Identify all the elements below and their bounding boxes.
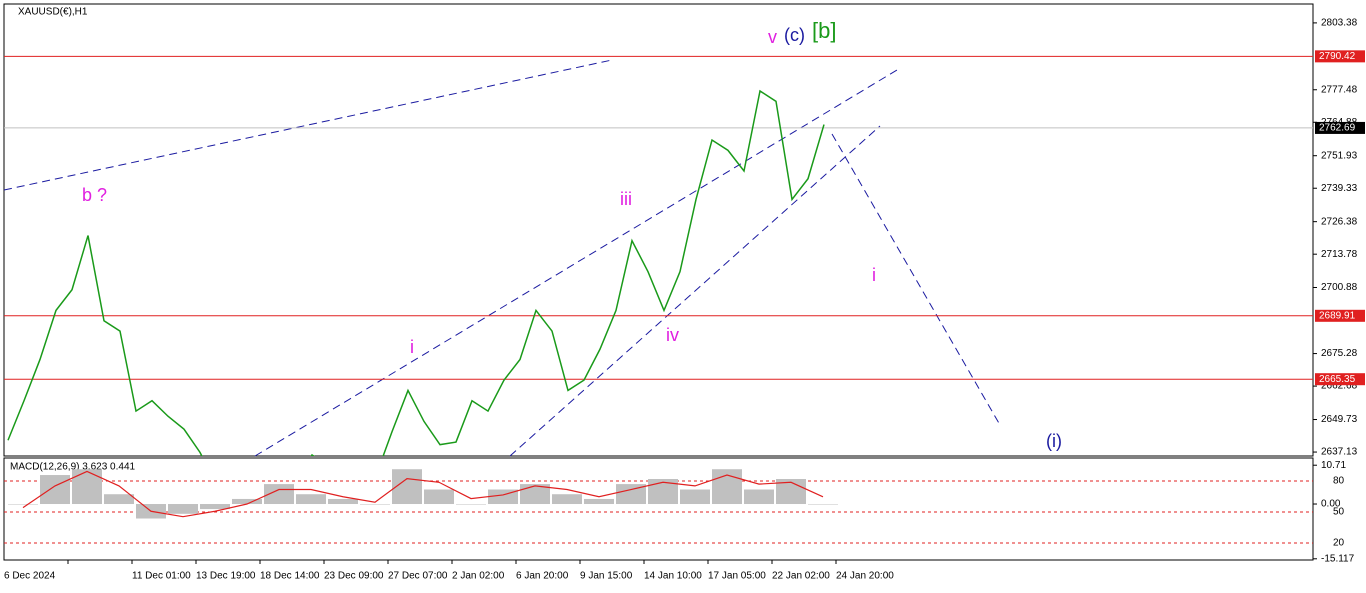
x-tick-label: 24 Jan 20:00 (836, 571, 894, 582)
level-label-box (1315, 50, 1365, 63)
x-tick-label: 23 Dec 09:00 (324, 571, 384, 582)
macd-bar (616, 484, 646, 505)
x-tick-label: 6 Jan 20:00 (516, 571, 569, 582)
current-price-label: 2762.69 (1319, 123, 1356, 134)
wave-label: v (768, 27, 777, 47)
trend-line (831, 133, 1001, 426)
wave-label: (i) (1046, 431, 1062, 451)
price-group (7, 89, 825, 456)
macd-bar (680, 489, 710, 505)
x-tick-label: 6 Dec 2024 (4, 571, 56, 582)
macd-bar (424, 489, 454, 505)
x-tick-label: 27 Dec 07:00 (388, 571, 448, 582)
macd-level-label: 50 (1333, 507, 1345, 518)
macd-bar (552, 494, 582, 505)
x-tick-label: 22 Jan 02:00 (772, 571, 830, 582)
x-tick-label: 14 Jan 10:00 (644, 571, 702, 582)
level-label: 2665.35 (1319, 374, 1356, 385)
y-tick-label: 2662.68 (1321, 381, 1358, 392)
macd-bar (40, 475, 70, 505)
x-tick-label: 11 Dec 01:00 (132, 571, 191, 582)
chart-title: XAUUSD(€),H1 (18, 7, 88, 18)
level-label-box (1315, 309, 1365, 322)
y-tick-label: 2649.73 (1321, 414, 1358, 425)
current-price-box (1315, 121, 1365, 134)
macd-bar (360, 504, 390, 505)
macd-bar (456, 504, 486, 505)
wave-label: i (410, 337, 414, 357)
level-label: 2790.42 (1319, 51, 1356, 62)
y-tick-label: 2777.48 (1321, 84, 1358, 95)
macd-tick-label: 0.00 (1321, 499, 1341, 510)
macd-label: MACD(12,26,9) 3.623 0.441 (10, 462, 136, 473)
macd-bar (104, 494, 134, 505)
wave-label: iv (666, 325, 679, 345)
x-tick-label: 13 Dec 19:00 (196, 571, 256, 582)
macd-bar (520, 484, 550, 505)
macd-bar (72, 469, 102, 505)
main-panel (3, 3, 1314, 457)
macd-group (8, 469, 838, 519)
macd-bar (328, 498, 358, 505)
wave-label: (c) (784, 25, 805, 45)
wave-label: b ? (82, 185, 107, 205)
y-tick-label: 2675.28 (1321, 348, 1358, 359)
macd-signal (22, 470, 824, 518)
macd-bar (8, 504, 38, 505)
macd-bar (200, 504, 230, 510)
macd-tick-label: -15.117 (1321, 553, 1355, 564)
y-tick-label: 2713.78 (1321, 249, 1358, 260)
macd-bar (744, 489, 774, 505)
level-label: 2689.91 (1319, 310, 1356, 321)
y-tick-label: 2637.13 (1321, 447, 1358, 458)
wave-label: [b] (812, 18, 836, 43)
macd-bar (808, 504, 838, 505)
y-tick-label: 2751.93 (1321, 150, 1358, 161)
y-tick-label: 2739.33 (1321, 183, 1358, 194)
macd-bar (584, 498, 614, 505)
macd-level-label: 80 (1333, 476, 1345, 487)
macd-bar (232, 498, 262, 505)
x-tick-label: 17 Jan 05:00 (708, 571, 766, 582)
level-label-box (1315, 373, 1365, 386)
y-tick-label: 2726.38 (1321, 216, 1358, 227)
trend-line (509, 125, 881, 457)
trend-line (254, 69, 898, 457)
x-tick-label: 18 Dec 14:00 (260, 571, 320, 582)
macd-bar (168, 504, 198, 514)
x-tick-label: 2 Jan 02:00 (452, 571, 505, 582)
macd-tick-label: 10.71 (1321, 460, 1346, 471)
macd-level-label: 20 (1333, 538, 1345, 549)
macd-bar (296, 494, 326, 505)
price-line (7, 89, 825, 456)
x-tick-label: 9 Jan 15:00 (580, 571, 633, 582)
wave-label: i (872, 265, 876, 285)
y-tick-label: 2803.38 (1321, 18, 1358, 29)
y-tick-label: 2700.88 (1321, 282, 1358, 293)
wave-label: iii (620, 189, 632, 209)
